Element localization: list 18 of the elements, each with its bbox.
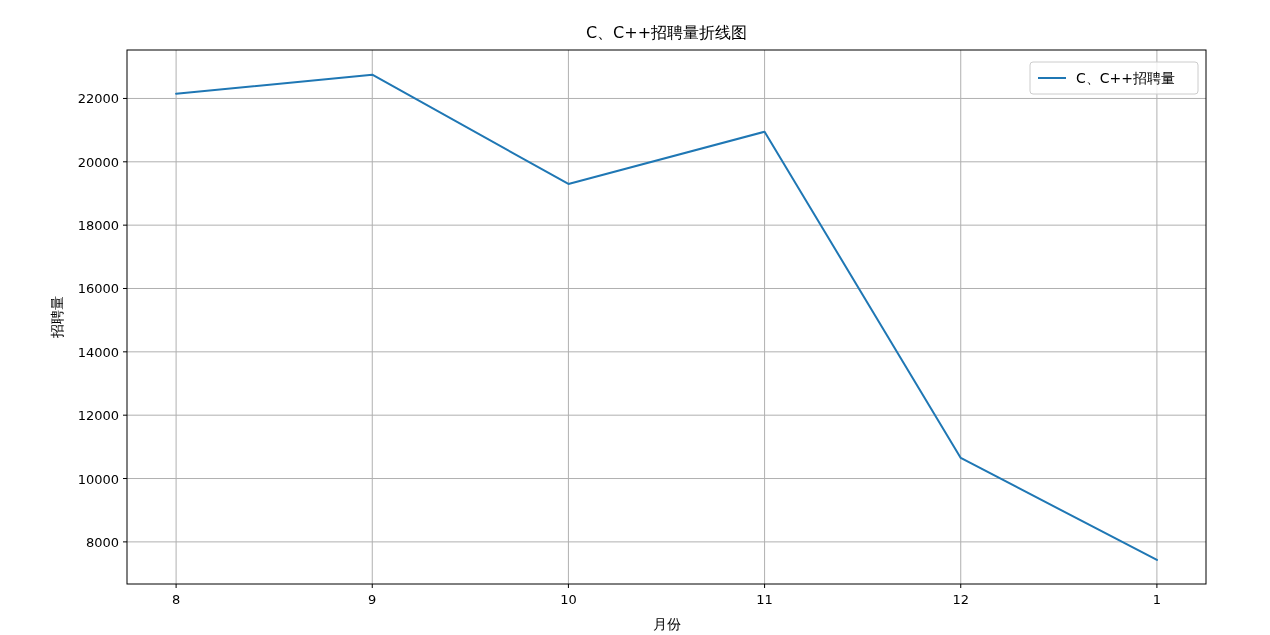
y-axis-title: 招聘量 — [49, 296, 65, 339]
x-tick-label: 1 — [1152, 592, 1162, 607]
x-tick-label: 8 — [171, 592, 181, 607]
y-tick-label: 22000 — [77, 91, 119, 107]
y-tick-label: 8000 — [85, 534, 119, 550]
y-tick-label: 14000 — [77, 344, 119, 360]
legend-label: C、C++招聘量 — [1076, 70, 1176, 86]
y-tick-label: 10000 — [77, 471, 119, 487]
x-tick-label: 11 — [756, 592, 773, 607]
y-tick-label: 18000 — [77, 218, 119, 234]
y-tick-label: 20000 — [77, 154, 119, 170]
x-tick-label: 12 — [952, 592, 970, 607]
chart-title: C、C++招聘量折线图 — [585, 23, 748, 42]
x-tick-label: 10 — [560, 592, 577, 607]
x-axis-title: 月份 — [652, 616, 681, 632]
y-tick-label: 16000 — [77, 281, 119, 297]
y-tick-label: 12000 — [77, 408, 119, 424]
x-tick-label: 9 — [368, 592, 377, 607]
